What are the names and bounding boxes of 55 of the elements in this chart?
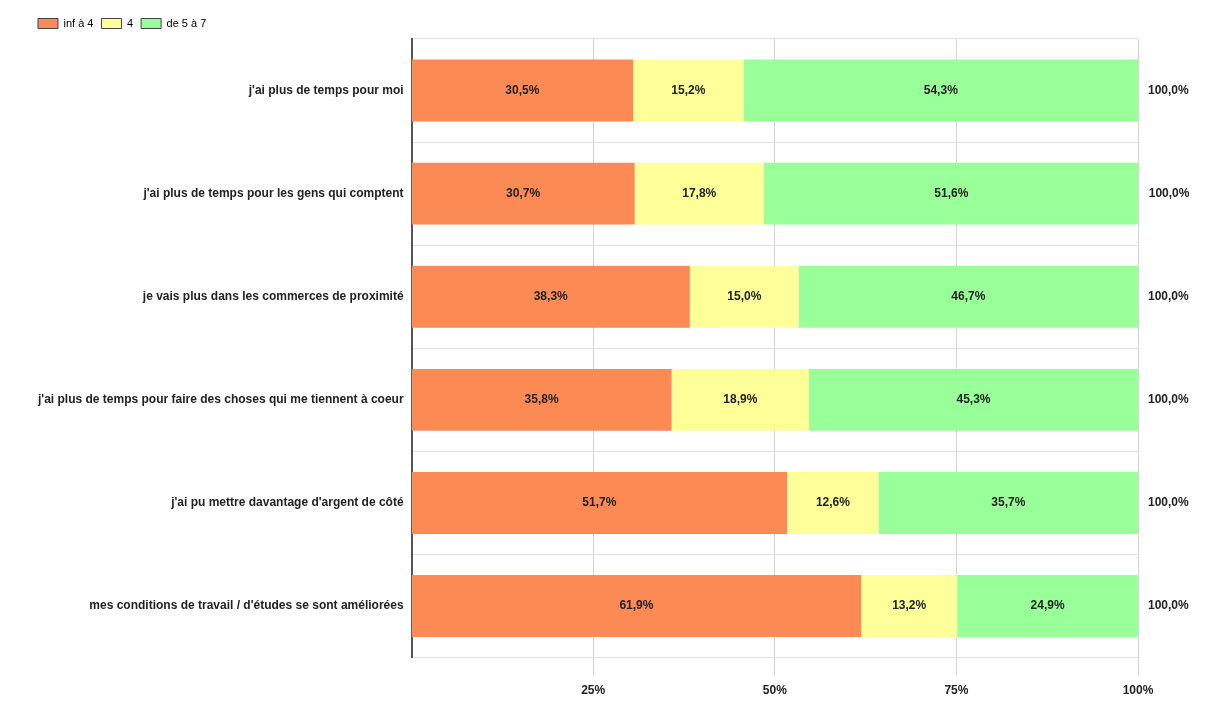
bar [798,265,1138,328]
bar [634,162,764,225]
y-tick-label: mes conditions de travail / d'études se sont améliorées [89,598,404,613]
bar [743,59,1138,122]
y-tick-label: j'ai plus de temps pour moi [247,82,404,97]
data-label: 54,3% [923,82,959,97]
total-label: 100,0% [1148,392,1190,407]
legend-label: de 5 à 7 [166,16,207,29]
legend-label: 4 [126,16,134,29]
bar [671,368,809,431]
bar [878,472,1138,534]
bar [808,368,1138,431]
bar [787,472,879,534]
x-tick-label: 100% [1122,683,1154,698]
data-label: 17,8% [682,185,717,200]
legend-label: inf à 4 [63,16,94,29]
total-label: 100,0% [1148,185,1190,200]
bar [689,265,799,328]
bar [411,265,690,328]
data-label: 15,2% [671,82,706,97]
y-tick-label: j'ai plus de temps pour les gens qui comptent [142,185,404,200]
data-label: 38,3% [533,289,569,304]
total-label: 100,0% [1148,495,1190,510]
data-label: 13,2% [892,598,927,613]
data-label: 61,9% [619,598,654,613]
y-tick-label: j'ai plus de temps pour faire des choses qui me tiennent à coeur [36,392,404,407]
total-label: 100,0% [1148,289,1190,304]
x-tick-label: 75% [944,683,969,698]
data-label: 30,5% [505,82,540,97]
bar [633,59,744,122]
data-label: 18,9% [723,392,758,407]
data-label: 45,3% [956,392,991,407]
data-label: 35,8% [524,392,559,407]
data-label: 12,6% [815,495,851,510]
data-label: 15,0% [727,289,762,304]
bar [763,162,1138,225]
bar [411,59,634,122]
data-label: 24,9% [1030,598,1065,613]
x-tick-label: 25% [581,683,606,698]
bar [411,162,635,225]
data-label: 30,7% [506,185,541,200]
y-tick-label: j'ai pu mettre davantage d'argent de côté [170,495,404,510]
bar [861,575,958,637]
x-tick-label: 50% [762,683,788,698]
data-label: 46,7% [951,289,986,304]
y-tick-label: je vais plus dans les commerces de proximité [141,289,404,304]
data-label: 51,7% [582,495,617,510]
bar [957,575,1138,637]
total-label: 100,0% [1148,598,1190,613]
data-label: 51,6% [934,185,969,200]
total-label: 100,0% [1148,82,1190,97]
bar [411,575,862,637]
data-label: 35,7% [991,495,1026,510]
bar [411,472,788,534]
bar [411,368,672,431]
